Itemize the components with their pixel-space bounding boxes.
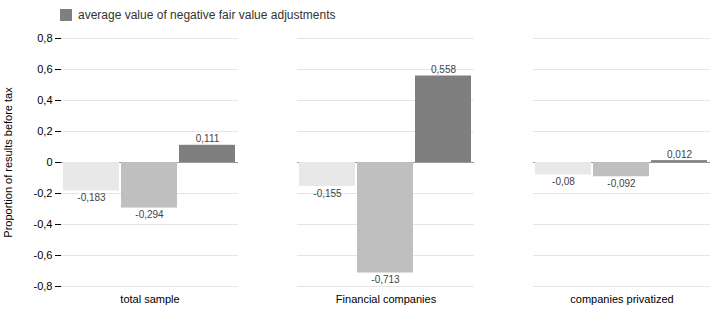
svg-text:-0,08: -0,08 xyxy=(552,176,575,187)
svg-text:-0,183: -0,183 xyxy=(77,192,106,203)
svg-text:0,6: 0,6 xyxy=(37,63,52,75)
svg-text:0,8: 0,8 xyxy=(37,32,52,44)
html-text:average value of negative fair: average value of negative fair value adj… xyxy=(78,8,336,22)
svg-text:companies privatized: companies privatized xyxy=(570,293,673,305)
svg-text:0,111: 0,111 xyxy=(196,133,220,144)
svg-text:-0,713: -0,713 xyxy=(371,274,400,285)
svg-text:0,558: 0,558 xyxy=(431,64,456,75)
svg-text:0,4: 0,4 xyxy=(37,94,52,106)
svg-text:-0,4: -0,4 xyxy=(34,218,53,230)
svg-text:-0,092: -0,092 xyxy=(607,178,636,189)
svg-text:Financial companies: Financial companies xyxy=(336,293,437,305)
svg-text:Proportion of results before t: Proportion of results before tax xyxy=(2,87,14,238)
svg-text:-0,2: -0,2 xyxy=(34,187,53,199)
svg-text:-0,6: -0,6 xyxy=(34,249,53,261)
svg-text:total sample: total sample xyxy=(120,293,179,305)
svg-text:0,012: 0,012 xyxy=(667,149,692,160)
svg-text:-0,8: -0,8 xyxy=(34,280,53,292)
svg-text:-0,294: -0,294 xyxy=(135,209,164,220)
svg-text:-0,155: -0,155 xyxy=(313,188,342,199)
svg-text:0,2: 0,2 xyxy=(37,125,52,137)
svg-text:0: 0 xyxy=(46,156,52,168)
